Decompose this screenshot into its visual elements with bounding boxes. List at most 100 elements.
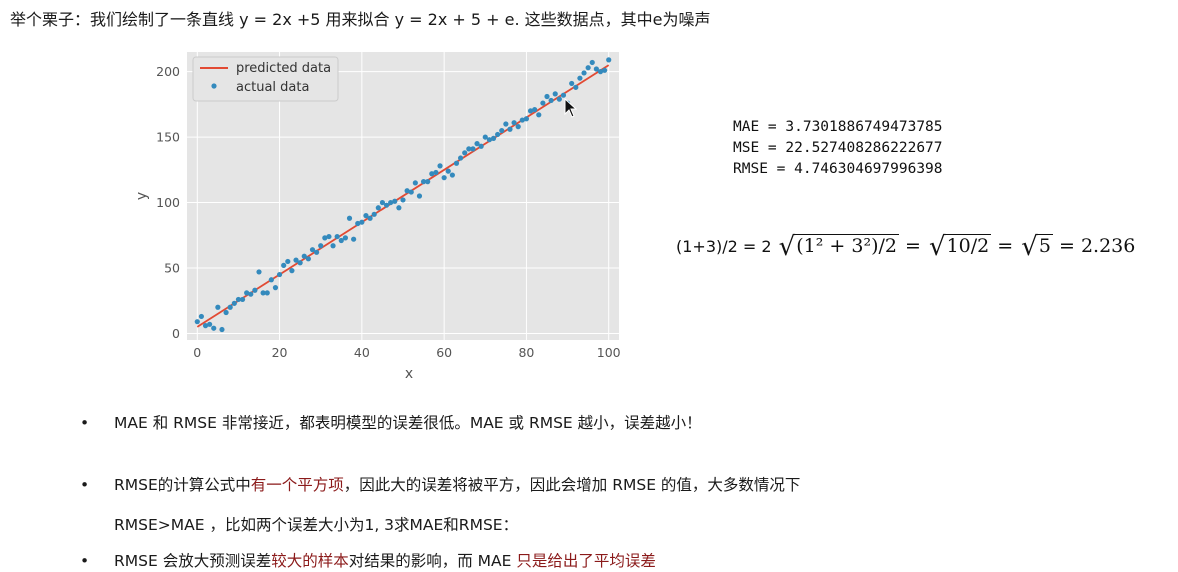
legend-label-actual: actual data [236,80,309,95]
data-point-25 [297,260,303,266]
data-point-69 [478,143,484,149]
data-point-60 [441,175,447,181]
data-point-80 [523,116,530,122]
data-point-16 [260,290,266,296]
data-point-47 [388,199,394,206]
data-point-4 [211,325,217,331]
data-point-94 [581,70,587,76]
scatter-chart: 0 20 40 60 80 100 0 50 100 150 200 x y predicted d… [134,52,621,382]
data-point-18 [268,277,274,283]
data-point-73 [495,131,501,138]
data-point-64 [458,155,464,161]
legend-label-predicted: predicted data [236,61,331,76]
formula-eq-1: = [905,235,921,257]
data-point-82 [532,107,538,113]
data-point-39 [355,220,361,227]
y-tick-label-2: 100 [156,195,180,210]
data-point-8 [227,304,233,310]
sqrt-3: √5 [1021,232,1053,262]
data-point-72 [490,135,497,141]
data-point-51 [404,188,410,194]
data-point-84 [540,100,546,106]
data-point-56 [425,179,431,185]
data-point-35 [338,237,344,244]
sqrt-2-content: 10/2 [944,234,992,257]
sqrt-1-content: (1² + 3²)/2 [794,234,899,257]
y-axis-label: y [134,192,150,200]
bullet-3-text-b: 对结果的影响，而 MAE [348,552,517,570]
data-point-96 [589,59,595,66]
data-point-5 [215,304,221,310]
data-point-95 [585,65,591,71]
data-point-1 [198,313,204,320]
data-point-10 [235,296,242,303]
bullet-3-highlight-2: 只是给出了平均误差 [516,552,656,570]
bullet-2-highlight: 有一个平方项 [250,476,344,494]
data-point-14 [252,287,258,293]
data-point-11 [239,296,246,303]
y-tick-label-0: 0 [172,326,180,341]
actual-points [194,57,612,333]
data-point-57 [429,171,435,177]
data-point-30 [318,243,324,249]
sqrt-3-content: 5 [1036,234,1053,257]
data-point-28 [309,247,316,253]
metrics-output: MAE = 3.7301886749473785 MSE = 22.5274082… [733,117,943,180]
data-point-23 [289,268,295,274]
bullet-3: • RMSE 会放大预测误差较大的样本对结果的影响，而 MAE 只是给出了平均误差 [80,549,656,571]
predicted-data-line [196,64,610,328]
data-point-27 [305,256,311,262]
data-point-26 [301,253,307,259]
bullet-2-line-2: RMSE>MAE ，比如两个误差大小为1, 3求MAE和RMSE： [114,516,519,534]
data-point-22 [285,258,291,265]
data-point-89 [560,92,567,98]
x-axis-label: x [405,366,413,382]
x-tick-label-0: 0 [193,345,201,360]
data-point-54 [416,193,423,199]
data-point-79 [519,117,525,123]
data-point-75 [503,121,509,127]
data-point-81 [527,108,534,114]
data-point-42 [367,215,373,221]
data-point-40 [359,219,365,225]
data-point-76 [507,126,513,132]
data-point-33 [330,243,336,249]
mae-line: MAE = 3.7301886749473785 [733,119,943,135]
data-point-48 [392,198,398,204]
data-point-17 [264,290,270,296]
sqrt-1: √(1² + 3²)/2 [778,232,899,262]
data-point-38 [351,236,357,242]
data-point-92 [573,84,579,90]
x-tick-label-5: 100 [597,345,621,360]
data-point-49 [396,205,402,211]
data-point-87 [552,91,558,97]
data-point-24 [293,257,299,263]
bullet-2: • RMSE的计算公式中有一个平方项，因此大的误差将被平方，因此会增加 RMSE … [80,473,800,495]
bullet-2-text-b: ，因此大的误差将被平方，因此会增加 RMSE 的值，大多数情况下 [343,476,801,494]
data-point-34 [334,233,340,240]
data-point-55 [420,179,427,185]
data-point-86 [548,97,554,104]
data-point-91 [569,80,575,87]
data-point-20 [276,271,283,278]
predicted-line [196,64,610,328]
y-tick-label-3: 150 [156,130,180,145]
data-point-67 [470,146,476,152]
data-point-58 [433,169,439,176]
rmse-line: RMSE = 4.746304697996398 [733,161,943,177]
bullet-dot: • [80,552,90,570]
data-point-43 [371,211,377,217]
legend: predicted data actual data [192,56,339,102]
x-tick-label-3: 60 [436,345,452,360]
data-point-41 [363,213,369,219]
data-point-70 [482,134,488,140]
x-tick-label-2: 40 [354,345,370,360]
data-point-83 [536,112,542,118]
data-point-68 [474,141,480,147]
y-tick-label-1: 50 [164,261,180,276]
legend-point-swatch [211,83,217,89]
data-point-65 [462,150,468,156]
data-point-31 [322,235,328,241]
data-point-98 [597,69,604,75]
data-point-37 [346,215,353,221]
